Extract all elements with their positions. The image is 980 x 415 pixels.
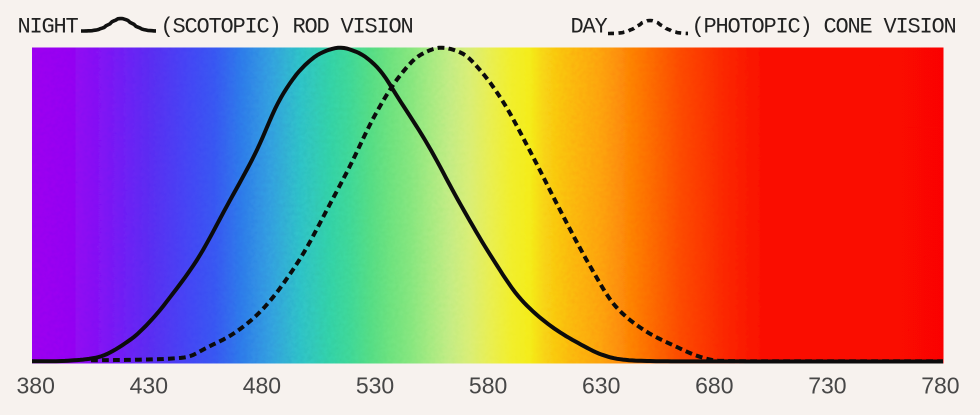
svg-text:DAY: DAY [571, 14, 608, 39]
svg-text:NIGHT: NIGHT [18, 14, 79, 39]
svg-text:780: 780 [921, 373, 959, 399]
svg-text:580: 580 [469, 373, 507, 399]
svg-text:430: 430 [130, 373, 168, 399]
svg-text:730: 730 [808, 373, 846, 399]
svg-text:630: 630 [582, 373, 620, 399]
svg-text:380: 380 [17, 373, 55, 399]
svg-text:480: 480 [243, 373, 281, 399]
svg-text:(SCOTOPIC) ROD VISION: (SCOTOPIC) ROD VISION [161, 14, 413, 39]
svg-text:(PHOTOPIC) CONE VISION: (PHOTOPIC) CONE VISION [692, 14, 956, 39]
svg-text:530: 530 [356, 373, 394, 399]
svg-text:680: 680 [695, 373, 733, 399]
